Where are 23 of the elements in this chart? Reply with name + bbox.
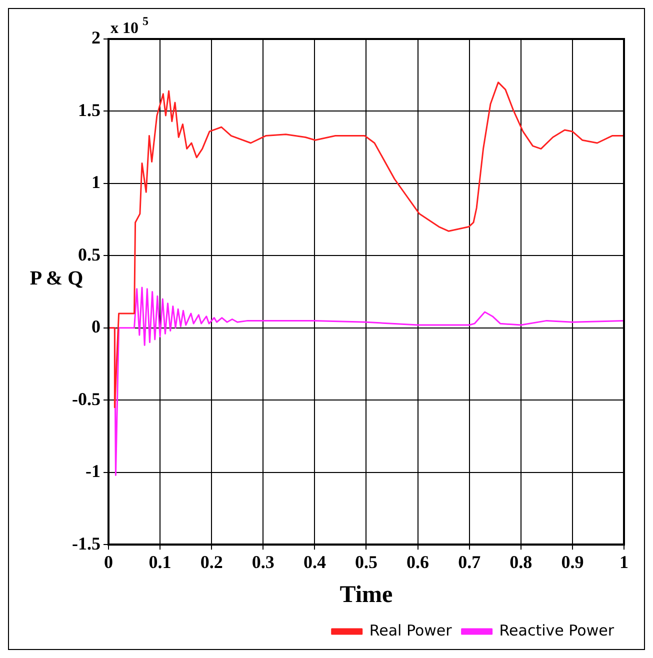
y-tick-label: 2 [91, 28, 100, 48]
y-axis-title: P & Q [30, 268, 84, 290]
x-tick-label: 0.4 [303, 552, 326, 572]
y-tick-label: -1.5 [72, 533, 100, 554]
y-tick-label: 0.5 [78, 244, 100, 264]
x-tick-label: 0.1 [148, 552, 172, 572]
y-tick-label: 0 [91, 316, 100, 337]
x-tick-label: 0.2 [200, 552, 223, 572]
x-tick-label: 0.6 [406, 552, 430, 572]
legend-label: Real Power [369, 621, 453, 640]
x-tick-label: 0.9 [561, 552, 584, 572]
x-tick-label: 0.7 [458, 552, 481, 572]
y-tick-label: 1 [91, 172, 100, 192]
legend-label: Reactive Power [499, 621, 615, 640]
x-axis-title: Time [340, 582, 394, 608]
x-tick-label: 0 [104, 552, 113, 572]
x-tick-label: 0.3 [252, 552, 274, 572]
x-tick-label: 0.8 [510, 552, 532, 572]
x-tick-label: 0.5 [354, 552, 378, 572]
x-tick-label: 1 [620, 552, 628, 572]
y-tick-label: 1.5 [78, 100, 100, 120]
y-tick-label: -0.5 [72, 388, 100, 409]
y-tick-label: -1 [85, 461, 100, 482]
